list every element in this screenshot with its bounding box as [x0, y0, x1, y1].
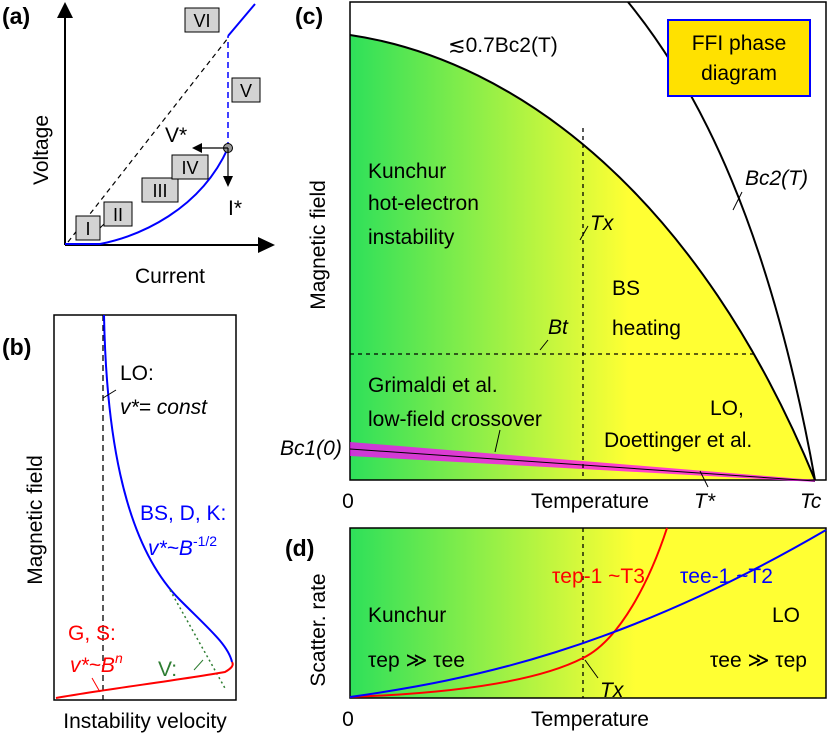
panel-c-grimaldi-label: Grimaldi et al. low-field crossover: [368, 374, 542, 431]
svg-text:Kunchur: Kunchur: [368, 160, 446, 183]
panel-d-tx-leader: [584, 659, 599, 679]
regime-box-i: I: [75, 215, 101, 241]
panel-c-grimaldi-leader: [494, 429, 501, 453]
panel-c-label: (c): [295, 3, 323, 29]
panel-c-lo-label: LO, Doettinger et al.: [604, 397, 752, 452]
panel-d: (d) Scatter. rate Temperature 0 τep-1 ~T…: [285, 527, 827, 731]
panel-c-upper-boundary: [349, 34, 816, 481]
panel-a-vstar-arrow-icon: [192, 143, 202, 153]
panel-d-kunchur-title: Kunchur: [368, 604, 446, 627]
svg-text:III: III: [152, 181, 167, 201]
panel-c-bt-label: Bt: [548, 316, 569, 339]
panel-b-gs-formula: v*~Bn: [70, 650, 123, 677]
regime-box-vi: VI: [184, 7, 220, 33]
panel-a-iv-curve: [65, 147, 229, 245]
panel-a-y-arrow-icon: [57, 2, 73, 18]
panel-a-y-label: Voltage: [30, 115, 53, 185]
panel-d-kunchur-rel: τep ≫ τee: [368, 649, 465, 672]
svg-text:instability: instability: [368, 226, 455, 249]
svg-text:Grimaldi et al.: Grimaldi et al.: [368, 374, 498, 397]
panel-b-lo-formula: v*= const: [120, 396, 208, 419]
panel-a-istar-label: I*: [228, 197, 242, 220]
panel-b-bs-formula: v*~B-1/2: [148, 533, 217, 560]
panel-c-bc1-band: [350, 442, 815, 482]
svg-text:Doettinger et al.: Doettinger et al.: [604, 429, 752, 452]
panel-c-origin: 0: [342, 490, 354, 513]
panel-c-bc2-label: Bc2(T): [745, 167, 808, 190]
panel-c-tstar: T*: [694, 490, 716, 513]
panel-b-gs-leader: [91, 677, 101, 693]
panel-d-ee-label: τee-1 ~T2: [680, 565, 773, 588]
svg-text:LO,: LO,: [710, 397, 744, 420]
panel-a-istar-arrow-icon: [223, 176, 233, 187]
regime-box-iii: III: [141, 177, 179, 203]
svg-text:FFI phase: FFI phase: [692, 32, 787, 55]
panel-b-bs-curve: [103, 314, 233, 663]
panel-b-label: (b): [2, 334, 31, 360]
panel-b-v-leader: [193, 659, 204, 671]
regime-box-iv: IV: [171, 154, 209, 180]
panel-c-tc: Tc: [800, 490, 822, 513]
panel-a-upper-branch: [227, 3, 256, 37]
panel-c-tx-label: Tx: [590, 212, 615, 235]
panel-b-gs-curve: [55, 661, 234, 699]
panel-a-x-label: Current: [135, 265, 205, 288]
panel-c-upper-label: ≲0.7Bc2(T): [448, 34, 558, 57]
panel-a-label: (a): [2, 3, 30, 29]
panel-b-x-label: Instability velocity: [63, 710, 227, 733]
panel-b-y-label: Magnetic field: [24, 455, 47, 585]
panel-d-ee-curve: [349, 529, 827, 698]
svg-text:I: I: [85, 219, 90, 239]
panel-a-vstar-label: V*: [165, 124, 187, 147]
panel-b-v-label: V:: [158, 658, 177, 681]
panel-d-ep-curve: [349, 527, 668, 698]
panel-b-frame: [53, 314, 237, 701]
panel-c-bs-label: BS heating: [612, 277, 681, 340]
svg-text:II: II: [113, 205, 123, 225]
panel-c-tx-leader: [579, 225, 589, 241]
svg-text:IV: IV: [181, 158, 198, 178]
panel-d-lo-title: LO: [772, 604, 800, 627]
panel-d-label: (d): [285, 535, 314, 561]
panel-d-origin: 0: [342, 708, 354, 731]
panel-d-tx-label: Tx: [600, 679, 625, 702]
svg-text:low-field crossover: low-field crossover: [368, 408, 542, 431]
panel-d-x-label: Temperature: [531, 708, 649, 731]
panel-d-ep-label: τep-1 ~T3: [552, 565, 645, 588]
panel-c-bc1-label: Bc1(0): [280, 437, 342, 460]
panel-b-bs-title: BS, D, K:: [140, 502, 226, 525]
panel-b: (b) Magnetic field Instability velocity …: [2, 314, 237, 733]
svg-text:heating: heating: [612, 317, 681, 340]
regime-box-v: V: [231, 77, 261, 103]
panel-c-y-label: Magnetic field: [307, 180, 330, 310]
panel-c: (c) Magnetic field Temperature 0 T* Tc F…: [280, 1, 827, 513]
panel-c-tstar-leader: [699, 470, 709, 488]
panel-d-y-label: Scatter. rate: [307, 573, 330, 686]
panel-c-kunchur-label: Kunchur hot-electron instability: [368, 160, 479, 249]
panel-a-ohmic-line: [67, 37, 229, 243]
svg-text:V: V: [240, 81, 252, 101]
panel-b-lo-leader: [102, 389, 117, 399]
panel-d-frame: [349, 527, 827, 699]
regime-box-ii: II: [103, 201, 133, 227]
panel-c-bc2-curve: [627, 1, 816, 481]
panel-c-bc2-leader: [732, 191, 743, 211]
panel-c-bt-leader: [539, 339, 549, 351]
panel-a-x-arrow-icon: [258, 237, 275, 253]
panel-b-lo-title: LO:: [120, 362, 154, 385]
panel-d-lo-rel: τee ≫ τep: [710, 649, 807, 672]
panel-c-x-label: Temperature: [531, 490, 649, 513]
svg-text:VI: VI: [193, 11, 210, 31]
svg-text:diagram: diagram: [701, 62, 777, 85]
panel-c-title-box: FFI phase diagram: [667, 19, 811, 97]
panel-b-gs-title: G, S:: [68, 622, 116, 645]
panel-c-frame: [349, 1, 827, 481]
svg-text:BS: BS: [612, 277, 640, 300]
svg-text:hot-electron: hot-electron: [368, 192, 479, 215]
panel-a: (a) Voltage Current V* I* I II: [2, 2, 275, 288]
